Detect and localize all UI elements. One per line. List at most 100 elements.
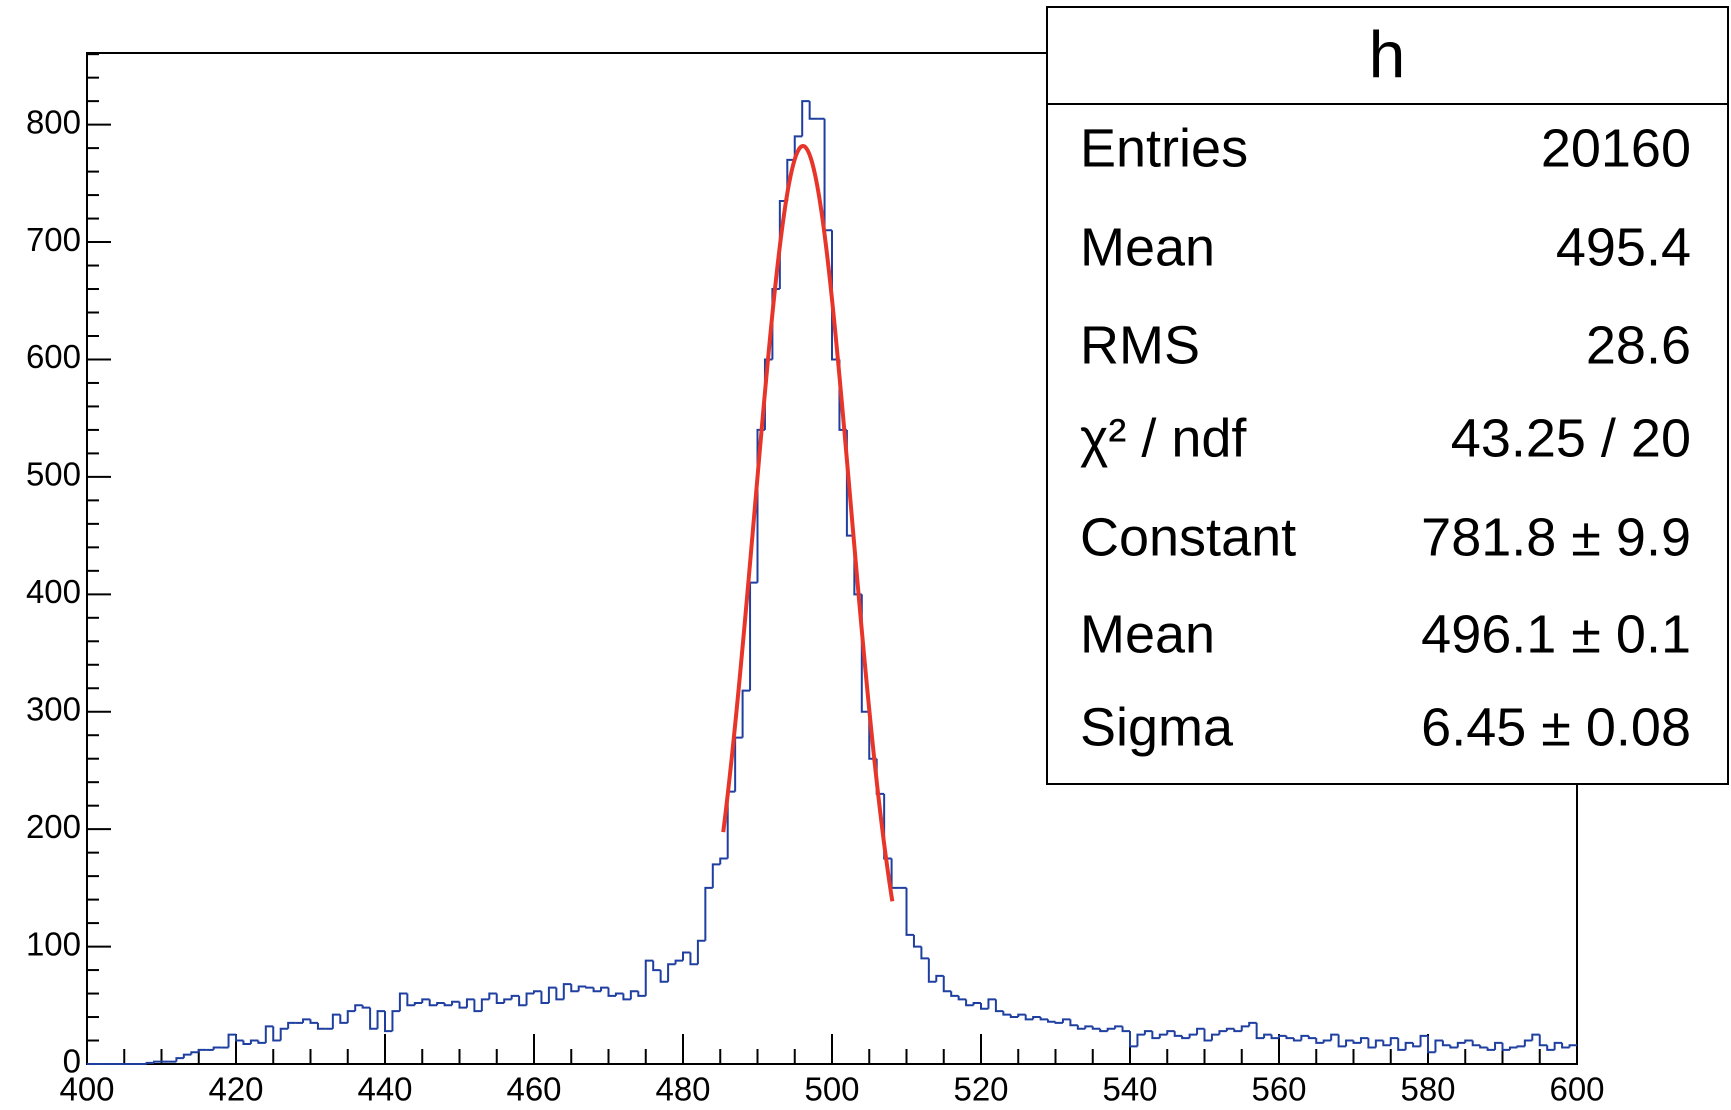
histogram-bin (413, 1001, 423, 1006)
x-tick-label: 420 (208, 1071, 263, 1108)
stats-frame (1046, 6, 1729, 785)
histogram-bin (1352, 1040, 1361, 1044)
histogram-bin (771, 288, 780, 360)
histogram-bin (1069, 1019, 1078, 1027)
histogram-bin (264, 1025, 274, 1043)
histogram-bin (719, 857, 728, 865)
histogram-bin (741, 689, 751, 738)
histogram-bin (1546, 1045, 1555, 1051)
histogram-bin (1196, 1027, 1205, 1035)
histogram-bin (1337, 1034, 1347, 1048)
histogram-bin (190, 1051, 199, 1055)
histogram-bin (652, 960, 661, 972)
histogram-bin (488, 992, 497, 1000)
histogram-bin (182, 1053, 192, 1059)
histogram-bin (1061, 1018, 1071, 1023)
histogram-bin (980, 1002, 989, 1010)
x-tick-label: 480 (655, 1071, 710, 1108)
histogram-bin (890, 858, 900, 889)
stats-label: Entries (1080, 118, 1248, 178)
histogram-bin (1203, 1028, 1212, 1042)
histogram-bin (1568, 1044, 1577, 1048)
histogram-bin (629, 990, 639, 1000)
histogram-bin (1345, 1039, 1354, 1047)
histogram-bin (696, 939, 706, 965)
histogram-bin (510, 994, 520, 1000)
histogram-bin (570, 984, 579, 993)
histogram-bin (987, 998, 996, 1009)
histogram-bin (674, 959, 683, 965)
histogram-bin (1330, 1033, 1339, 1041)
histogram-bin (346, 1010, 356, 1023)
histogram-bin (1479, 1045, 1488, 1049)
histogram-bin (704, 886, 713, 941)
histogram-bin (1151, 1031, 1160, 1040)
histogram-bin (272, 1026, 281, 1042)
histogram-bin (1523, 1039, 1533, 1047)
histogram-bin (1002, 1011, 1011, 1016)
histogram-bin (1121, 1026, 1130, 1033)
histogram-bin (667, 963, 676, 982)
histogram-bin (1270, 1034, 1279, 1040)
histogram-bin (331, 1013, 341, 1029)
histogram-bin (316, 1022, 326, 1030)
histogram-bin (1225, 1027, 1235, 1032)
histogram-bin (533, 990, 542, 994)
histogram-bin (1263, 1033, 1272, 1039)
histogram-bin (451, 1000, 460, 1006)
histogram-bin (525, 992, 534, 1006)
histogram-bin (1419, 1034, 1428, 1047)
histogram-bin (1158, 1033, 1168, 1039)
histogram-bin (682, 951, 691, 961)
histogram-bin (227, 1033, 236, 1048)
histogram-bin (1464, 1039, 1473, 1043)
y-tick-label: 800 (26, 103, 81, 140)
histogram-bin (1278, 1034, 1287, 1039)
histogram-bin (175, 1057, 184, 1062)
histogram-bin (1084, 1025, 1093, 1029)
histogram-bin (972, 1001, 981, 1006)
histogram-bin (145, 1061, 155, 1064)
histogram-bin (1218, 1030, 1227, 1035)
histogram-bin (823, 118, 832, 232)
histogram-bin (1531, 1033, 1540, 1041)
stats-value: 495.4 (1556, 217, 1691, 277)
histogram-bin (1024, 1014, 1034, 1021)
histogram-bin (302, 1018, 311, 1023)
histogram-bin (942, 975, 952, 993)
histogram-bin (957, 995, 967, 1001)
y-tick-label: 400 (26, 573, 81, 610)
histogram-bin (927, 958, 937, 983)
histogram-bin (965, 999, 974, 1007)
histogram-bin (555, 987, 564, 1001)
histogram-bin (1136, 1033, 1145, 1047)
histogram-bin (1501, 1042, 1510, 1051)
histogram-bin (1188, 1033, 1198, 1039)
histogram-bin (1173, 1031, 1183, 1037)
histogram-bin (1397, 1038, 1406, 1051)
histogram-bin (547, 986, 557, 1003)
y-tick-label: 200 (26, 808, 81, 845)
histogram-bin (1374, 1039, 1384, 1048)
histogram-bin (1017, 1013, 1026, 1018)
y-tick-label: 0 (63, 1043, 81, 1080)
histogram-bin (391, 1010, 400, 1032)
histogram-bin (1099, 1028, 1108, 1033)
histogram-bin (1039, 1017, 1049, 1021)
x-tick-label: 460 (506, 1071, 561, 1108)
y-tick-label: 600 (26, 338, 81, 375)
histogram-bin (1129, 1031, 1138, 1048)
histogram-bin (1456, 1041, 1466, 1048)
histogram-bin (600, 986, 609, 992)
histogram-bin (1553, 1041, 1563, 1050)
histogram-bin (428, 999, 438, 1007)
y-tick-label: 100 (26, 925, 81, 962)
x-tick-label: 440 (357, 1071, 412, 1108)
histogram-bin (920, 946, 929, 960)
histogram-bin (443, 1002, 453, 1007)
x-tick-label: 580 (1400, 1071, 1455, 1108)
histogram-bin (1561, 1042, 1570, 1049)
histogram-bin (473, 999, 482, 1013)
histogram-bin (905, 887, 914, 936)
